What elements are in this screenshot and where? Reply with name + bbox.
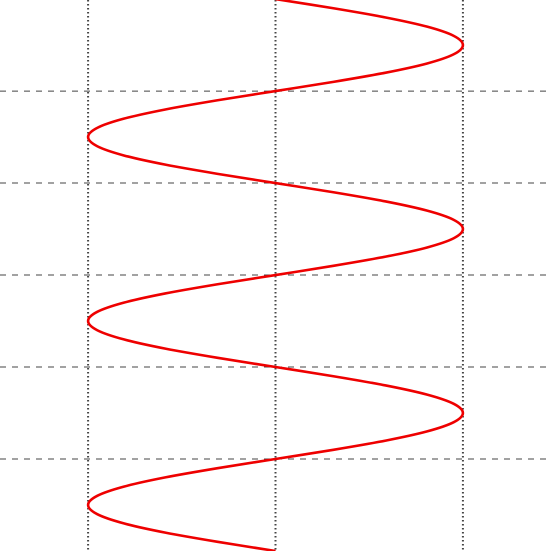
sine-curve — [86, 0, 465, 551]
